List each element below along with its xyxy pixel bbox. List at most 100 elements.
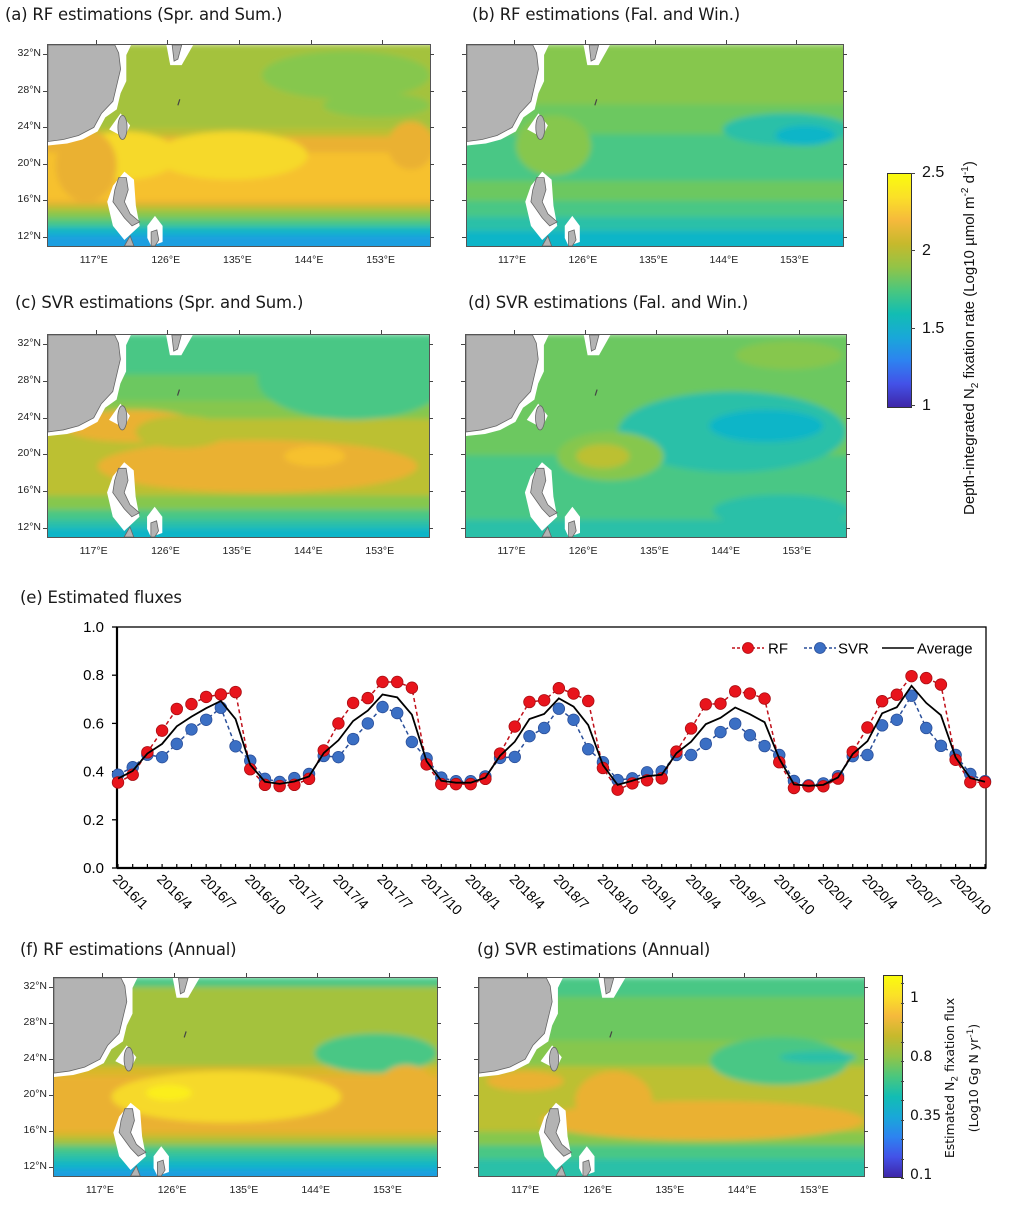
lat-tick [437, 1131, 441, 1132]
lat-tick [43, 417, 47, 419]
lon-tick [381, 330, 383, 334]
contour-band [54, 1153, 437, 1164]
land-china [466, 335, 539, 433]
x-tick-label: 2019/7 [727, 871, 769, 913]
lat-tick [461, 417, 465, 419]
colorbar-annual [883, 975, 903, 1178]
contour-band [467, 180, 843, 203]
lat-tick [437, 987, 441, 988]
land-china [48, 45, 121, 142]
svr-data-point [376, 700, 389, 714]
contour-region [323, 93, 430, 118]
lon-label: 117°E [79, 545, 108, 557]
land-japan [588, 45, 600, 62]
contour-band [54, 1145, 437, 1156]
panel-g-title: (g) SVR estimations (Annual) [477, 940, 711, 959]
lat-tick [430, 200, 434, 202]
contour-band [48, 495, 429, 512]
lat-tick [43, 236, 47, 238]
contour-band [467, 200, 843, 219]
svr-data-point [861, 748, 874, 762]
map-field [467, 45, 843, 246]
svr-data-point [346, 732, 360, 746]
lon-tick [167, 330, 169, 334]
lon-label: 126°E [568, 254, 598, 266]
colorbar-seasonal-title: Depth-integrated N2 fixation rate (Log10… [960, 161, 981, 515]
rf-data-point [523, 695, 536, 709]
lat-tick [462, 54, 466, 56]
lon-label: 126°E [151, 545, 180, 557]
lat-tick [43, 344, 47, 346]
lat-tick [462, 90, 466, 92]
svr-data-point [170, 737, 183, 751]
lat-tick [474, 1059, 478, 1060]
lat-tick [43, 163, 47, 165]
lat-tick [429, 491, 433, 493]
x-tick-label: 2020/7 [903, 871, 945, 913]
rf-data-point [229, 685, 242, 699]
x-tick-label: 2019/10 [771, 871, 818, 918]
lon-label: 144°E [293, 545, 323, 557]
x-tick-label: 2018/4 [507, 871, 549, 913]
lon-label: 153°E [782, 545, 812, 557]
contour-band [48, 204, 430, 213]
contour-region [576, 444, 630, 469]
map-field [48, 335, 429, 537]
contour-region [111, 1071, 342, 1123]
map-field [54, 978, 437, 1176]
lat-tick [49, 1095, 53, 1096]
contour-region [775, 125, 836, 146]
lon-tick [513, 330, 515, 334]
x-tick-label: 2020/4 [859, 871, 901, 913]
land-islands [150, 520, 159, 537]
rf-data-point [743, 687, 757, 700]
rf-data-point [978, 776, 992, 789]
lat-tick [429, 344, 433, 346]
contour-band [467, 230, 843, 246]
land-islands [157, 1159, 166, 1176]
svr-data-point [199, 713, 213, 726]
y-tick-label: 0.0 [83, 860, 104, 877]
lat-tick [461, 491, 465, 493]
lat-tick [474, 1095, 478, 1096]
svr-data-point [890, 713, 904, 726]
lon-tick [584, 330, 586, 334]
panel-f-title: (f) RF estimations (Annual) [20, 940, 237, 959]
contour-band [54, 1169, 437, 1176]
svr-data-point [537, 721, 551, 735]
contour-band [48, 210, 430, 221]
lat-tick [437, 1167, 441, 1168]
map-panel-b: 117°E 126°E 135°E 144°E 153°E [462, 40, 847, 266]
rf-data-point [567, 687, 580, 700]
svr-data-point [361, 717, 375, 730]
contour-region [486, 1071, 564, 1091]
rf-data-point [920, 671, 933, 685]
rf-data-point [332, 717, 345, 730]
lon-tick [95, 330, 97, 334]
lat-tick [429, 417, 433, 419]
contour-region [713, 494, 846, 527]
colorbar-annual-tick [901, 1158, 904, 1160]
lon-label: 144°E [294, 254, 324, 266]
map-field [466, 335, 846, 537]
lat-tick [49, 1131, 53, 1132]
contour-band [48, 218, 430, 229]
lat-tick [43, 54, 47, 56]
rf-data-point [361, 691, 375, 705]
lat-tick [864, 1167, 868, 1168]
lat-tick [843, 127, 847, 129]
lat-tick [846, 417, 850, 419]
lon-label: 117°E [79, 254, 108, 266]
svr-data-point [332, 750, 345, 764]
rf-data-point [582, 694, 595, 708]
lon-label: 144°E [301, 1184, 331, 1196]
colorbar-annual-tick [901, 1100, 904, 1101]
lon-tick [725, 40, 727, 44]
land-japan [589, 335, 600, 352]
lat-tick [461, 454, 465, 456]
x-tick-label: 2020/1 [815, 871, 857, 913]
map-panel-g: 117°E 126°E 135°E 144°E 153°E [474, 973, 868, 1196]
lat-tick [429, 380, 433, 382]
svr-data-point [582, 742, 595, 756]
svr-series-line [117, 694, 986, 787]
